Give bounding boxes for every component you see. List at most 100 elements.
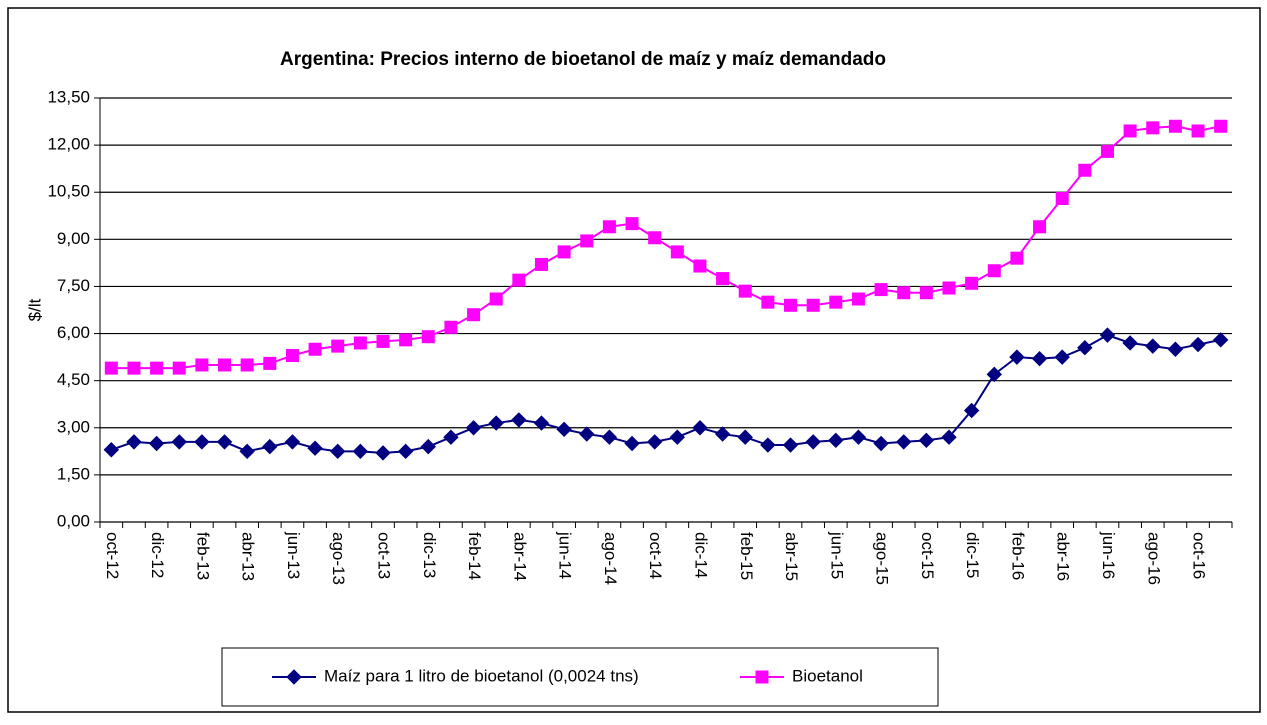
x-tick-label: dic-15 bbox=[963, 532, 982, 578]
y-tick-label: 10,50 bbox=[47, 182, 90, 201]
data-point bbox=[465, 420, 482, 436]
legend-marker bbox=[286, 669, 302, 685]
data-point bbox=[1167, 341, 1184, 357]
x-tick-label: feb-14 bbox=[465, 532, 484, 580]
legend bbox=[221, 647, 939, 707]
data-point bbox=[512, 273, 526, 287]
x-tick-label: abr-13 bbox=[239, 532, 258, 581]
data-point bbox=[714, 426, 731, 442]
x-tick-label: feb-16 bbox=[1008, 532, 1027, 580]
x-tick-label: jun-16 bbox=[1099, 531, 1118, 579]
data-point bbox=[376, 334, 390, 348]
data-point bbox=[1168, 119, 1182, 133]
y-tick-label: 6,00 bbox=[57, 323, 90, 342]
data-point bbox=[352, 443, 369, 460]
y-tick-label: 7,50 bbox=[57, 276, 90, 295]
data-point bbox=[262, 438, 278, 455]
chart-title: Argentina: Precios interno de bioetanol … bbox=[280, 49, 886, 70]
data-point bbox=[919, 286, 933, 300]
data-point bbox=[308, 342, 322, 356]
x-tick-label: oct-13 bbox=[375, 532, 394, 579]
data-point bbox=[896, 434, 912, 450]
data-point bbox=[1077, 339, 1093, 356]
data-point bbox=[1146, 121, 1160, 135]
data-point bbox=[467, 308, 481, 322]
x-tick-label: abr-14 bbox=[510, 532, 529, 581]
data-point bbox=[625, 217, 639, 231]
data-point bbox=[851, 292, 865, 306]
data-point bbox=[284, 434, 301, 450]
data-point bbox=[218, 358, 232, 372]
data-point bbox=[556, 421, 572, 438]
data-point bbox=[171, 434, 187, 450]
data-point bbox=[488, 415, 504, 431]
data-point bbox=[104, 361, 118, 375]
data-point bbox=[806, 298, 820, 312]
data-point bbox=[648, 231, 662, 245]
data-point bbox=[534, 257, 548, 271]
data-point bbox=[738, 284, 752, 298]
x-tick-label: feb-15 bbox=[737, 532, 756, 580]
data-point bbox=[941, 429, 957, 445]
chart-frame bbox=[7, 7, 1261, 713]
y-tick-label: 12,00 bbox=[47, 135, 90, 154]
data-point bbox=[873, 435, 889, 452]
data-point bbox=[1212, 332, 1229, 348]
data-point bbox=[1123, 124, 1137, 138]
data-point bbox=[760, 437, 776, 453]
data-point bbox=[1031, 350, 1048, 367]
data-point bbox=[1214, 119, 1228, 133]
data-point bbox=[602, 220, 616, 234]
x-tick-label: ago-14 bbox=[601, 532, 620, 585]
data-point bbox=[557, 245, 571, 259]
data-point bbox=[216, 434, 233, 450]
legend-label: Maíz para 1 litro de bioetanol (0,0024 t… bbox=[324, 666, 639, 685]
y-tick-label: 4,50 bbox=[57, 370, 90, 389]
data-point bbox=[965, 276, 979, 290]
x-tick-label: dic-13 bbox=[420, 532, 439, 578]
data-point bbox=[1033, 220, 1047, 234]
data-point bbox=[1190, 336, 1206, 353]
data-point bbox=[1100, 144, 1114, 158]
data-point bbox=[986, 366, 1002, 383]
x-tick-label: dic-14 bbox=[691, 532, 710, 578]
x-tick-label: oct-12 bbox=[103, 532, 122, 579]
data-point bbox=[172, 361, 186, 375]
data-point bbox=[489, 292, 503, 306]
y-axis-label: $/lt bbox=[25, 298, 44, 321]
data-point bbox=[828, 432, 844, 449]
data-point bbox=[1054, 349, 1070, 365]
data-point bbox=[444, 320, 458, 334]
x-tick-label: jun-15 bbox=[827, 531, 846, 579]
legend-label: Bioetanol bbox=[792, 666, 863, 685]
data-point bbox=[1122, 335, 1138, 351]
data-point bbox=[692, 420, 708, 436]
data-point bbox=[942, 281, 956, 295]
data-point bbox=[103, 442, 120, 458]
y-tick-label: 0,00 bbox=[57, 511, 90, 530]
data-point bbox=[194, 434, 210, 450]
data-point bbox=[263, 356, 277, 370]
data-point bbox=[646, 434, 663, 450]
x-tick-label: ago-15 bbox=[873, 532, 892, 585]
data-point bbox=[375, 445, 391, 461]
data-point bbox=[987, 264, 1001, 278]
data-point bbox=[285, 349, 299, 363]
x-tick-label: abr-15 bbox=[782, 532, 801, 581]
data-point bbox=[420, 438, 436, 455]
data-point bbox=[533, 415, 550, 431]
data-point bbox=[670, 245, 684, 259]
data-point bbox=[148, 435, 165, 452]
y-tick-label: 3,00 bbox=[57, 417, 90, 436]
data-point bbox=[1191, 124, 1205, 138]
data-point bbox=[918, 432, 935, 449]
data-point bbox=[1078, 163, 1092, 177]
data-point bbox=[850, 429, 867, 445]
data-point bbox=[397, 443, 414, 460]
x-tick-label: oct-16 bbox=[1190, 532, 1209, 579]
data-point bbox=[624, 435, 640, 452]
x-tick-label: feb-13 bbox=[193, 532, 212, 580]
data-point bbox=[330, 443, 346, 460]
y-tick-label: 13,50 bbox=[47, 87, 90, 106]
